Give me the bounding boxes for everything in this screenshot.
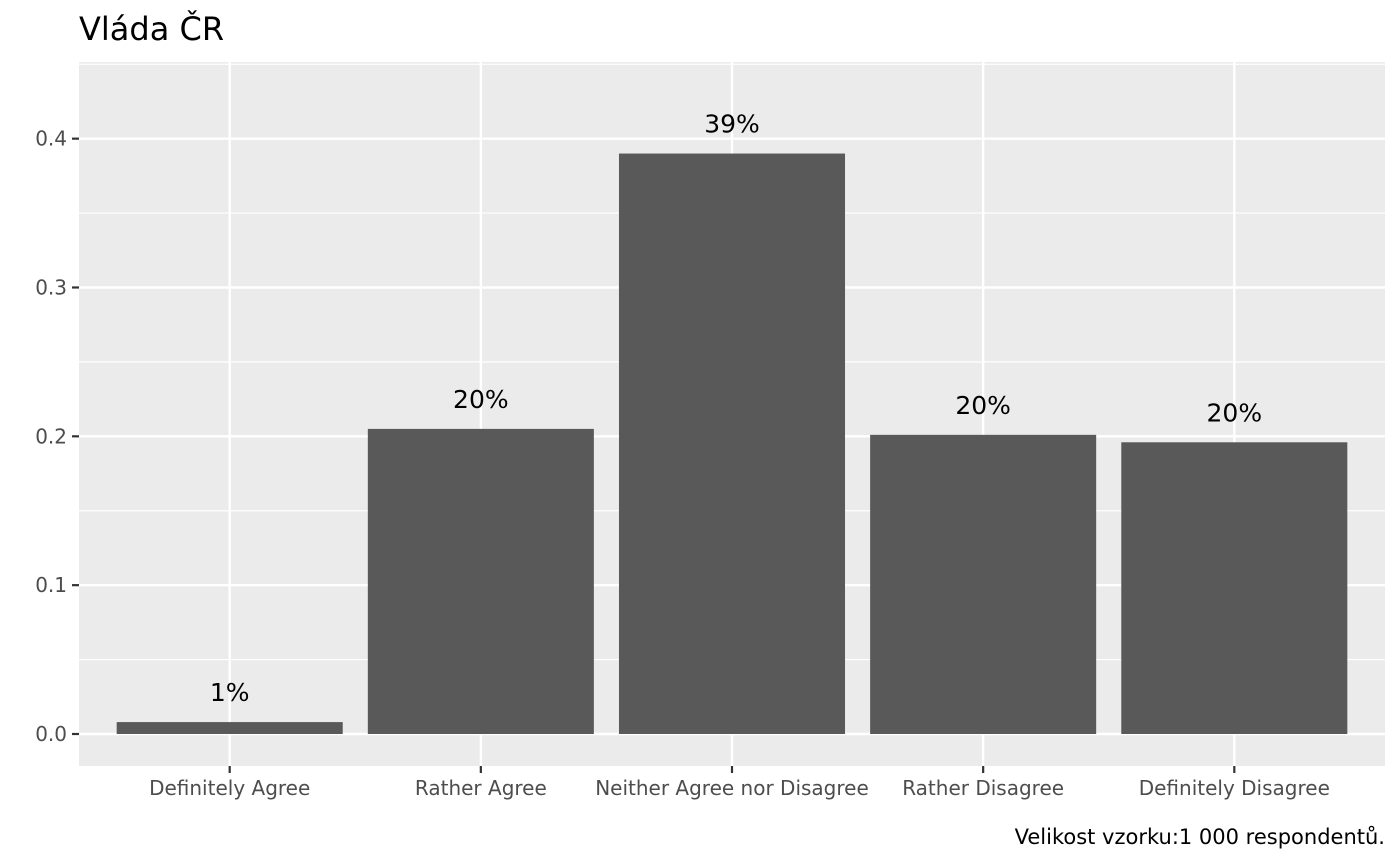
bar-value-label: 20% bbox=[955, 391, 1011, 420]
bar-value-label: 20% bbox=[1207, 398, 1263, 427]
x-tick-label: Rather Agree bbox=[415, 776, 547, 800]
x-tick-label: Neither Agree nor Disagree bbox=[595, 776, 869, 800]
bar bbox=[1121, 442, 1348, 734]
bar bbox=[870, 434, 1097, 734]
y-tick-label: 0.2 bbox=[35, 424, 67, 448]
x-axis: Definitely Agree Rather Agree Neither Agre… bbox=[149, 766, 1330, 800]
x-tick-label: Rather Disagree bbox=[902, 776, 1064, 800]
chart-caption: Velikost vzorku:1 000 respondentů. bbox=[1015, 825, 1385, 849]
y-tick-label: 0.0 bbox=[35, 722, 67, 746]
bar-value-label: 20% bbox=[453, 385, 509, 414]
y-tick-label: 0.3 bbox=[35, 275, 67, 299]
bar-value-label: 1% bbox=[210, 678, 250, 707]
x-tick-label: Definitely Agree bbox=[149, 776, 310, 800]
bar-value-label: 39% bbox=[704, 110, 760, 139]
bar bbox=[618, 153, 846, 734]
bar bbox=[367, 428, 594, 734]
chart-title: Vláda ČR bbox=[79, 9, 224, 48]
x-tick-label: Definitely Disagree bbox=[1139, 776, 1330, 800]
bar bbox=[116, 722, 343, 734]
bar-value-labels: 1% 20% 39% 20% 20% bbox=[210, 110, 1262, 708]
bars bbox=[116, 153, 1348, 734]
y-axis: 0.0 0.1 0.2 0.3 0.4 bbox=[35, 127, 79, 746]
y-tick-label: 0.1 bbox=[35, 573, 67, 597]
y-tick-label: 0.4 bbox=[35, 127, 67, 151]
